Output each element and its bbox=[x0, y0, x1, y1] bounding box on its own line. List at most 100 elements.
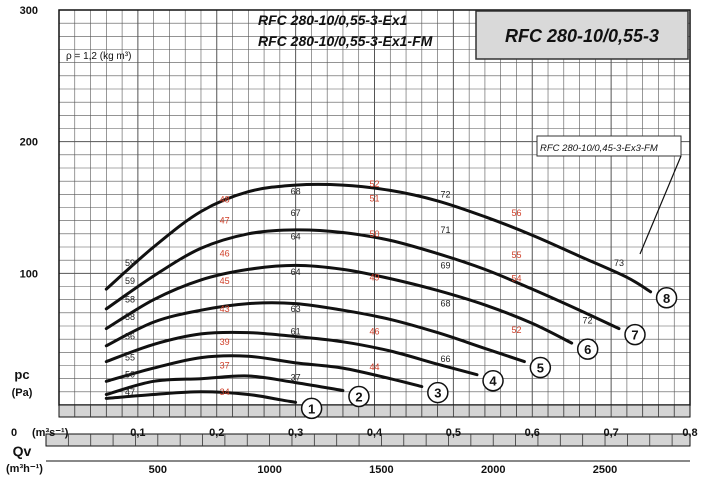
y-tick-label: 300 bbox=[20, 5, 38, 17]
x-tick-label: 0,7 bbox=[603, 427, 618, 439]
model-label-ex1: RFC 280-10/0,55-3-Ex1 bbox=[258, 12, 408, 28]
x-tick-label: 0,6 bbox=[525, 427, 540, 439]
x-axis-label: Qv bbox=[13, 443, 32, 459]
efficiency-label: 59 bbox=[125, 276, 135, 286]
efficiency-label: 63 bbox=[291, 304, 301, 314]
efficiency-label: 50 bbox=[369, 229, 379, 239]
level-marker-label-6: 6 bbox=[584, 342, 591, 357]
x2-unit-label: (m³h⁻¹) bbox=[6, 463, 43, 475]
curves bbox=[104, 182, 653, 404]
efficiency-label: 73 bbox=[614, 258, 624, 268]
axes: 100 200 300 0,1 0,2 0,3 0,4 0,5 0,6 0,7 0,8 0 (m³s⁻¹… bbox=[6, 5, 698, 476]
y-axis-unit: (Pa) bbox=[12, 387, 33, 399]
curve-level-1 bbox=[104, 390, 298, 404]
efficiency-label: 67 bbox=[291, 208, 301, 218]
level-marker-3 bbox=[427, 381, 449, 404]
efficiency-label: 59 bbox=[125, 258, 135, 268]
level-marker-2 bbox=[348, 385, 370, 408]
efficiency-label: 66 bbox=[440, 354, 450, 364]
efficiency-label: 54 bbox=[511, 274, 521, 284]
level-marker-label-2: 2 bbox=[355, 390, 362, 405]
y-tick-label: 100 bbox=[20, 268, 38, 280]
efficiency-label: 55 bbox=[511, 250, 521, 260]
level-marker-8 bbox=[655, 287, 678, 309]
efficiency-label: 71 bbox=[440, 225, 450, 235]
efficiency-label: 56 bbox=[125, 332, 135, 342]
efficiency-label: 47 bbox=[220, 216, 230, 226]
level-marker-7 bbox=[624, 323, 646, 346]
x-tick-label: 0,8 bbox=[682, 427, 697, 439]
level-marker-label-3: 3 bbox=[434, 386, 441, 401]
x-tick-label: 0,1 bbox=[130, 427, 145, 439]
efficiency-label: 69 bbox=[440, 260, 450, 270]
efficiency-label: 49 bbox=[369, 272, 379, 282]
curve-level-2 bbox=[104, 374, 345, 396]
x2-tick-label: 1500 bbox=[369, 464, 393, 476]
x2-tick-label: 2500 bbox=[593, 464, 617, 476]
x2-tick-label: 500 bbox=[149, 464, 167, 476]
title-box bbox=[475, 10, 689, 60]
efficiency-label: 50 bbox=[125, 370, 135, 380]
efficiency-label: 46 bbox=[220, 249, 230, 259]
x-tick-label: 0,3 bbox=[288, 427, 303, 439]
efficiency-label: 34 bbox=[220, 387, 230, 397]
efficiency-label: 58 bbox=[125, 312, 135, 322]
efficiency-label: 68 bbox=[440, 299, 450, 309]
level-marker-1 bbox=[300, 397, 323, 420]
fm-limit-box bbox=[536, 135, 682, 157]
density-note: ρ = 1,2 (kg m³) bbox=[66, 51, 131, 62]
efficiency-label: 64 bbox=[291, 267, 301, 277]
curve-level-4 bbox=[104, 330, 479, 377]
efficiency-label: 72 bbox=[582, 316, 592, 326]
efficiency-label: 45 bbox=[220, 276, 230, 286]
level-marker-label-5: 5 bbox=[537, 361, 544, 376]
level-marker-4 bbox=[482, 369, 504, 392]
efficiency-label: 68 bbox=[291, 187, 301, 197]
efficiency-label: 58 bbox=[125, 295, 135, 305]
efficiency-label: 48 bbox=[220, 195, 230, 205]
efficiency-label: 72 bbox=[440, 189, 450, 199]
x-tick-label: 0,5 bbox=[446, 427, 461, 439]
level-marker-5 bbox=[529, 356, 552, 379]
efficiency-label: 52 bbox=[511, 325, 521, 335]
curve-level-3 bbox=[104, 354, 424, 389]
efficiency-label: 47 bbox=[125, 387, 135, 397]
y-tick-label: 200 bbox=[20, 137, 38, 149]
curve-level-7 bbox=[104, 228, 621, 331]
efficiency-label: 61 bbox=[291, 326, 301, 336]
level-marker-label-8: 8 bbox=[663, 291, 670, 306]
x-unit-label: (m³s⁻¹) bbox=[32, 427, 69, 439]
efficiency-label: 56 bbox=[511, 208, 521, 218]
level-marker-label-4: 4 bbox=[489, 374, 497, 389]
x2-tick-label: 1000 bbox=[257, 464, 281, 476]
efficiency-label: 64 bbox=[291, 231, 301, 241]
speed-level-markers: 1 2 3 4 5 6 7 8 bbox=[300, 287, 678, 420]
curve-level-5 bbox=[104, 301, 526, 364]
level-marker-6 bbox=[576, 338, 599, 360]
curve-level-8 bbox=[104, 182, 653, 294]
efficiency-label: 46 bbox=[369, 326, 379, 336]
x-tick-label: 0,4 bbox=[367, 427, 383, 439]
y-axis-label: pc bbox=[14, 367, 29, 382]
fm-limit-pointer bbox=[639, 155, 682, 255]
efficiency-label: 51 bbox=[369, 193, 379, 203]
efficiency-label: 37 bbox=[220, 361, 230, 371]
efficiency-label: 43 bbox=[220, 304, 230, 314]
x-tick-label: 0,2 bbox=[209, 427, 224, 439]
chart-title: RFC 280-10/0,55-3 bbox=[505, 26, 659, 46]
efficiency-label: 39 bbox=[220, 337, 230, 347]
model-label-ex1-fm: RFC 280-10/0,55-3-Ex1-FM bbox=[258, 33, 433, 49]
curve-level-6 bbox=[104, 263, 574, 345]
level-marker-label-1: 1 bbox=[308, 401, 315, 416]
x2-axis-strip bbox=[45, 433, 691, 447]
efficiency-label: 37 bbox=[291, 372, 301, 382]
x-zero-label: 0 bbox=[11, 427, 17, 439]
fm-limit-label: RFC 280-10/0,45-3-Ex3-FM bbox=[540, 143, 658, 154]
x2-tick-label: 2000 bbox=[481, 464, 505, 476]
efficiency-label: 52 bbox=[369, 179, 379, 189]
efficiency-label: 44 bbox=[369, 362, 379, 372]
efficiency-label: 55 bbox=[125, 353, 135, 363]
level-marker-label-7: 7 bbox=[631, 328, 638, 343]
